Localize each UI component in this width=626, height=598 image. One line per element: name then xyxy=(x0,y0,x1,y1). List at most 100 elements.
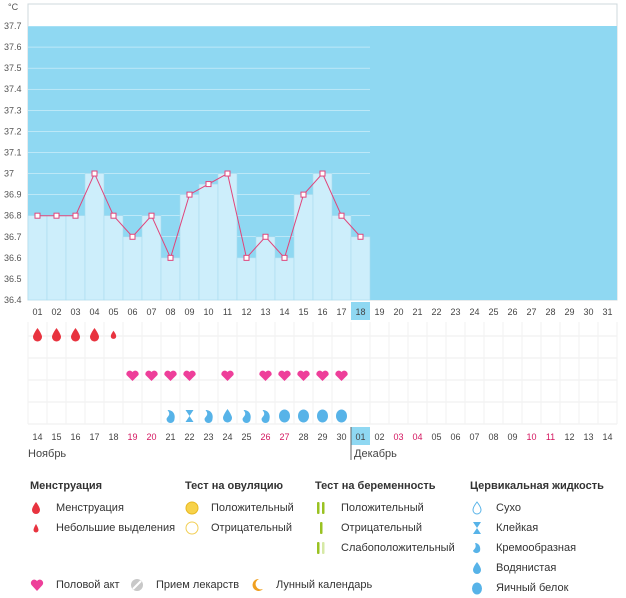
weak-lines-icon xyxy=(315,541,333,555)
temperature-point xyxy=(338,212,345,219)
y-tick-label: 37.1 xyxy=(4,147,22,157)
legend-item-label: Отрицательный xyxy=(211,522,292,534)
temperature-bar xyxy=(236,257,257,301)
calendar-date: 02 xyxy=(374,432,384,442)
legend-intercourse: Половой акт xyxy=(30,578,120,592)
x-day-label: 17 xyxy=(336,307,346,317)
legend-item-fluid-creamy: Кремообразная xyxy=(470,538,604,558)
legend-item-label: Сухо xyxy=(496,502,521,514)
calendar-dates: 14 15 16 17 18 19 20 21 22 23 24 25 26 27 28 29 30 01 02 03… xyxy=(32,427,613,460)
temperature-point xyxy=(186,191,193,198)
heart-icon xyxy=(278,370,291,381)
y-tick-label: 37.6 xyxy=(4,42,22,52)
temperature-bar xyxy=(293,194,314,301)
sticky-hourglass-icon xyxy=(470,521,488,535)
temperature-bar xyxy=(141,215,162,301)
x-day-label: 15 xyxy=(298,307,308,317)
creamy-drop-icon xyxy=(204,410,213,423)
x-day-label: 31 xyxy=(602,307,612,317)
temperature-point xyxy=(167,254,174,261)
creamy-drop-icon xyxy=(166,410,175,423)
legend-pregnancy-title: Тест на беременность xyxy=(315,480,436,492)
watery-drop-icon xyxy=(470,561,488,575)
x-day-label: 12 xyxy=(241,307,251,317)
calendar-date: 07 xyxy=(469,432,479,442)
x-day-label: 18 xyxy=(355,307,365,317)
calendar-date: 13 xyxy=(583,432,593,442)
pill-icon xyxy=(130,578,148,592)
calendar-today-highlight xyxy=(351,427,370,445)
y-tick-label: 36.9 xyxy=(4,190,22,200)
calendar-date: 22 xyxy=(184,432,194,442)
legend-item-fluid-watery: Водянистая xyxy=(470,558,604,578)
temperature-polyline xyxy=(37,172,361,260)
two-lines-icon xyxy=(315,501,333,515)
calendar-date: 19 xyxy=(127,432,137,442)
legend-medication: Прием лекарств xyxy=(130,578,239,592)
temperature-bar xyxy=(331,215,352,301)
temperature-bar xyxy=(255,236,276,301)
x-axis-days: 01 02 03 04 05 06 07 08 09 10 11 12 13 14 15 16 17 18 19 20… xyxy=(32,302,613,320)
temperature-bar xyxy=(274,257,295,301)
calendar-date: 09 xyxy=(507,432,517,442)
y-tick-label: 36.8 xyxy=(4,211,22,221)
legend-item-ovulation-positive: Положительный xyxy=(185,498,294,518)
empty-circle-icon xyxy=(185,521,203,535)
legend-item-fluid-eggwhite: Яичный белок xyxy=(470,578,604,598)
calendar-date: 30 xyxy=(336,432,346,442)
x-day-label: 02 xyxy=(51,307,61,317)
month-label-1: Ноябрь xyxy=(28,448,66,460)
temperature-bar xyxy=(350,236,371,301)
y-tick-label: 37 xyxy=(4,169,14,179)
temperature-bar xyxy=(122,236,143,301)
legend-pregnancy: Тест на беременность Положительный Отриц… xyxy=(315,480,455,558)
temperature-point xyxy=(129,233,136,240)
legend-ovulation-title: Тест на овуляцию xyxy=(185,480,284,492)
temperature-point xyxy=(281,254,288,261)
legend-item-label: Положительный xyxy=(211,502,294,514)
calendar-date: 06 xyxy=(450,432,460,442)
x-day-label: 25 xyxy=(488,307,498,317)
calendar-date: 12 xyxy=(564,432,574,442)
calendar-date: 05 xyxy=(431,432,441,442)
watery-drop-icon xyxy=(223,409,232,423)
legend-item-label: Небольшие выделения xyxy=(56,522,176,534)
legend-lunar: Лунный календарь xyxy=(250,578,372,592)
legend-menstruation-title: Менструация xyxy=(30,480,103,492)
y-tick-label: 36.7 xyxy=(4,232,22,242)
heart-icon xyxy=(164,370,177,381)
y-axis-ticks: 37.7 37.6 37.5 37.4 37.3 37.2 37.1 37 36.9 36.8 36… xyxy=(4,21,22,305)
eggwhite-icon xyxy=(298,409,309,423)
heart-icon xyxy=(297,370,310,381)
creamy-drop-icon xyxy=(470,541,488,555)
temperature-point xyxy=(357,233,364,240)
temperature-point xyxy=(319,170,326,177)
x-day-label: 28 xyxy=(545,307,555,317)
calendar-date: 29 xyxy=(317,432,327,442)
calendar-date: 16 xyxy=(70,432,80,442)
calendar-date: 03 xyxy=(393,432,403,442)
calendar-date: 14 xyxy=(32,432,42,442)
heart-icon xyxy=(221,370,234,381)
calendar-date: 17 xyxy=(89,432,99,442)
temperature-bar xyxy=(84,173,105,301)
legend-item-fluid-dry: Сухо xyxy=(470,498,604,518)
calendar-date: 04 xyxy=(412,432,422,442)
temperature-point xyxy=(262,233,269,240)
calendar-date: 28 xyxy=(298,432,308,442)
heart-icon xyxy=(316,370,329,381)
menstruation-drop-icon xyxy=(33,328,42,342)
x-day-label: 04 xyxy=(89,307,99,317)
temperature-point xyxy=(91,170,98,177)
filled-circle-icon xyxy=(185,501,203,515)
y-tick-label: 37.5 xyxy=(4,63,22,73)
legend-item-pregnancy-weak: Слабоположительный xyxy=(315,538,455,558)
heart-icon xyxy=(183,370,196,381)
bbt-chart: 37.7 37.6 37.5 37.4 37.3 37.2 37.1 37 36.9 36.8 36… xyxy=(4,2,618,460)
legend-item-spotting: Небольшие выделения xyxy=(30,518,175,538)
heart-icon xyxy=(335,370,348,381)
moon-icon xyxy=(250,578,268,592)
legend-item-label: Половой акт xyxy=(56,579,120,591)
month-label-2: Декабрь xyxy=(354,448,397,460)
legend-menstruation: Менструация Менструация Небольшие выделе… xyxy=(30,480,175,538)
